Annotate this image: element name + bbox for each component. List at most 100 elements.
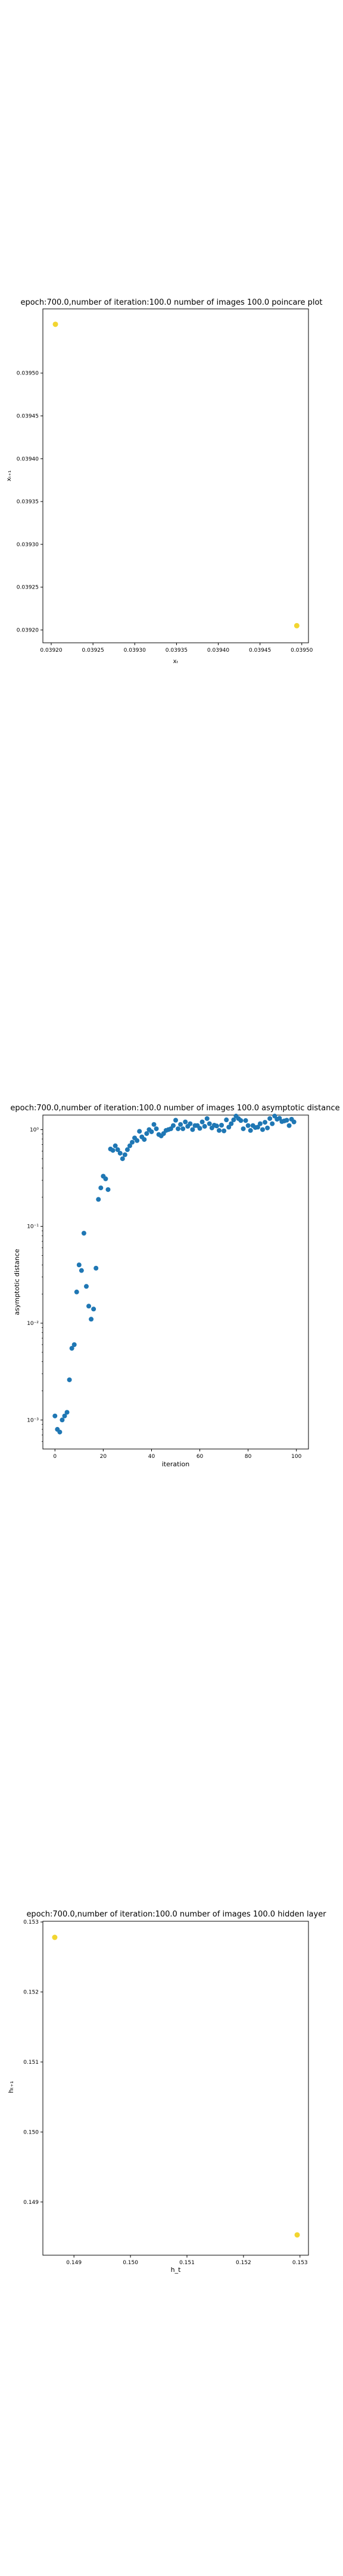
scatter-point (120, 1156, 125, 1162)
scatter-point (89, 1317, 94, 1322)
x-tick-label: 0.03930 (124, 648, 146, 654)
scatter-point (96, 1197, 101, 1202)
scatter-point (270, 1121, 275, 1126)
scatter-point (286, 1123, 292, 1128)
scatter-point (135, 1138, 140, 1143)
scatter-point (294, 623, 300, 628)
data-points (52, 1113, 297, 1435)
x-tick-label: 0.03940 (207, 648, 229, 654)
scatter-point (76, 1262, 82, 1268)
y-tick-label: 10⁻¹ (27, 1224, 39, 1230)
x-tick-label: 100 (291, 1454, 301, 1460)
y-tick-label: 0.03950 (17, 371, 39, 377)
scatter-point (188, 1121, 193, 1126)
scatter-point (170, 1123, 176, 1128)
x-tick-label: 0.153 (292, 2260, 308, 2266)
scatter-point (224, 1117, 229, 1123)
scatter-point (267, 1116, 273, 1121)
scatter-point (183, 1119, 188, 1125)
y-tick-label: 10⁻³ (27, 1417, 39, 1423)
scatter-point (110, 1148, 116, 1153)
y-tick-label: 0.03945 (17, 413, 39, 419)
y-tick-label: 0.151 (23, 2060, 39, 2066)
scatter-point (255, 1125, 260, 1130)
scatter-point (219, 1122, 224, 1128)
hidden-layer-plot: epoch:700.0,number of iteration:100.0 nu… (7, 1910, 326, 2274)
scatter-point (248, 1128, 253, 1133)
scatter-point (216, 1128, 222, 1133)
y-axis-label: xₜ₊₁ (6, 470, 13, 481)
scatter-point (202, 1123, 207, 1129)
x-axis-ticks: 0 20 40 60 80 100 (53, 1449, 302, 1460)
scatter-point (222, 1128, 227, 1134)
scatter-point (105, 1187, 111, 1192)
y-tick-label: 0.149 (23, 2200, 39, 2206)
scatter-point (265, 1125, 270, 1131)
y-tick-label: 0.03930 (17, 542, 39, 548)
scatter-point (204, 1116, 210, 1121)
scatter-point (137, 1129, 142, 1134)
scatter-point (190, 1127, 195, 1132)
scatter-point (238, 1118, 244, 1123)
scatter-point (173, 1117, 178, 1123)
scatter-point (124, 1147, 130, 1153)
scatter-point (245, 1123, 251, 1128)
x-tick-label: 0.03950 (291, 648, 313, 654)
y-tick-label: 10⁻² (27, 1321, 39, 1327)
scatter-point (263, 1120, 268, 1125)
chart-title: epoch:700.0,number of iteration:100.0 nu… (10, 1104, 339, 1113)
x-axis-ticks: 0.03920 0.03925 0.03930 0.03935 0.03940 0.039… (40, 643, 313, 654)
y-tick-label: 0.03935 (17, 499, 39, 505)
x-axis-ticks: 0.149 0.150 0.151 0.152 0.153 (66, 2255, 308, 2266)
scatter-point (214, 1123, 219, 1129)
scatter-point (91, 1306, 96, 1312)
x-tick-label: 20 (100, 1454, 107, 1460)
scatter-point (178, 1122, 183, 1127)
scatter-point (241, 1126, 246, 1131)
x-tick-label: 0.03925 (82, 648, 104, 654)
x-tick-label: 0.03920 (40, 648, 62, 654)
scatter-point (64, 1410, 70, 1415)
x-tick-label: 40 (148, 1454, 155, 1460)
scatter-point (257, 1121, 263, 1126)
scatter-point (83, 1284, 89, 1289)
scatter-point (67, 1377, 72, 1382)
plot-area (42, 1921, 309, 2256)
y-axis-label: hₜ₊₁ (7, 2081, 15, 2093)
chart-title: epoch:700.0,number of iteration:100.0 nu… (26, 1910, 326, 1919)
scatter-point (199, 1119, 205, 1125)
poincare-plot: epoch:700.0,number of iteration:100.0 nu… (6, 298, 323, 665)
scatter-point (130, 1140, 135, 1145)
scatter-point (57, 1429, 63, 1435)
scatter-point (291, 1119, 297, 1125)
data-points (52, 321, 300, 628)
y-tick-label: 0.153 (23, 1919, 39, 1925)
scatter-point (52, 1413, 58, 1419)
x-tick-label: 0.03935 (166, 648, 188, 654)
chart-title: epoch:700.0,number of iteration:100.0 nu… (20, 298, 322, 307)
x-tick-label: 0.152 (236, 2260, 251, 2266)
y-tick-label: 0.03920 (17, 627, 39, 633)
x-tick-label: 0 (53, 1454, 57, 1460)
scatter-point (284, 1117, 289, 1123)
scatter-point (144, 1131, 149, 1136)
scatter-point (74, 1289, 79, 1295)
scatter-point (60, 1417, 65, 1423)
scatter-point (81, 1231, 86, 1236)
x-tick-label: 60 (197, 1454, 204, 1460)
scatter-point (86, 1304, 92, 1309)
y-tick-label: 0.152 (23, 1990, 39, 1996)
scatter-point (62, 1413, 67, 1419)
asymptotic-distance-plot: epoch:700.0,number of iteration:100.0 nu… (10, 1104, 339, 1468)
y-tick-label: 10⁰ (30, 1127, 39, 1133)
scatter-point (79, 1268, 84, 1273)
scatter-point (115, 1147, 120, 1153)
scatter-point (229, 1121, 234, 1126)
y-axis-ticks: 10⁻³ 10⁻² 10⁻¹ 10⁰ (27, 1127, 43, 1442)
x-tick-label: 0.150 (123, 2260, 138, 2266)
plot-area (42, 308, 309, 643)
scatter-point (197, 1126, 202, 1131)
scatter-point (103, 1176, 108, 1181)
scatter-point (243, 1118, 248, 1123)
